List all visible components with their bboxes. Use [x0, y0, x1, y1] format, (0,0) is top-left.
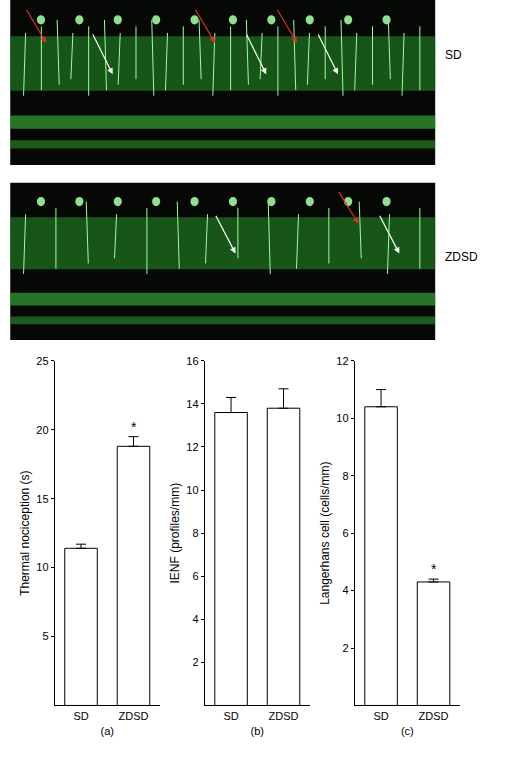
svg-text:10: 10 — [336, 412, 348, 424]
svg-text:(b): (b) — [251, 725, 264, 737]
svg-text:Langerhans cell (cells/mm): Langerhans cell (cells/mm) — [318, 461, 332, 604]
svg-text:10: 10 — [36, 561, 48, 573]
svg-text:IENF (profiles/mm): IENF (profiles/mm) — [168, 483, 182, 584]
svg-text:14: 14 — [186, 398, 198, 410]
svg-text:SD: SD — [223, 710, 238, 722]
svg-text:ZDSD: ZDSD — [269, 710, 299, 722]
svg-text:16: 16 — [186, 355, 198, 367]
svg-text:12: 12 — [186, 441, 198, 453]
svg-text:ZDSD: ZDSD — [119, 710, 149, 722]
svg-text:8: 8 — [342, 470, 348, 482]
svg-text:25: 25 — [36, 355, 48, 367]
svg-text:*: * — [131, 419, 137, 435]
svg-text:12: 12 — [336, 355, 348, 367]
svg-text:4: 4 — [342, 584, 348, 596]
svg-text:6: 6 — [192, 570, 198, 582]
svg-text:(a): (a) — [101, 725, 114, 737]
svg-text:ZDSD: ZDSD — [419, 710, 449, 722]
svg-text:(c): (c) — [401, 725, 414, 737]
svg-text:*: * — [431, 561, 437, 577]
svg-text:2: 2 — [192, 656, 198, 668]
svg-text:SD: SD — [73, 710, 88, 722]
svg-text:10: 10 — [186, 484, 198, 496]
svg-text:2: 2 — [342, 642, 348, 654]
svg-text:5: 5 — [42, 630, 48, 642]
svg-text:4: 4 — [192, 613, 198, 625]
svg-text:ZDSD: ZDSD — [445, 250, 478, 264]
svg-text:Thermal nociception (s): Thermal nociception (s) — [18, 470, 32, 595]
svg-text:8: 8 — [192, 527, 198, 539]
svg-text:15: 15 — [36, 493, 48, 505]
svg-text:SD: SD — [445, 48, 462, 62]
svg-text:6: 6 — [342, 527, 348, 539]
svg-text:20: 20 — [36, 424, 48, 436]
svg-text:SD: SD — [373, 710, 388, 722]
